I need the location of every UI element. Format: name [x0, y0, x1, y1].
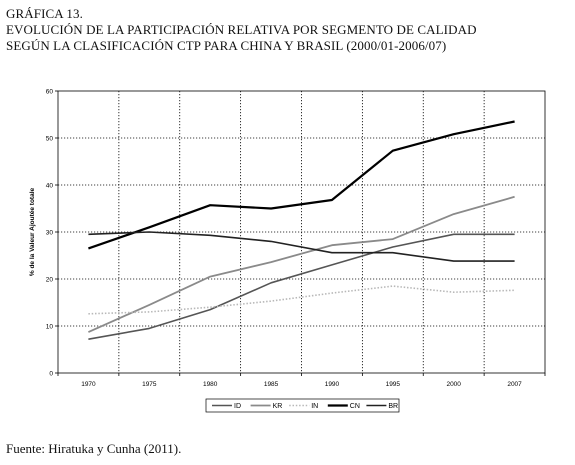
y-tick-label: 50	[46, 135, 54, 142]
y-tick-label: 60	[46, 88, 54, 95]
series-line-cn	[88, 120, 515, 250]
series-line-kr	[88, 195, 515, 333]
y-tick-label: 30	[46, 229, 54, 236]
x-tick-label: 1990	[325, 381, 340, 388]
source-note: Fuente: Hiratuka y Cunha (2011).	[6, 441, 182, 456]
legend-label-id: ID	[234, 403, 241, 410]
series-layer	[88, 120, 515, 340]
chart-heading: GRÁFICA 13. EVOLUCIÓN DE LA PARTICIPACIÓ…	[6, 6, 571, 54]
legend: ID KR IN CN BR	[205, 398, 400, 413]
y-tick-label: 20	[46, 276, 54, 283]
legend-label-in: IN	[311, 403, 318, 410]
series-line-br	[88, 231, 515, 262]
y-tick-label: 10	[46, 323, 54, 330]
series-line-in	[88, 285, 515, 315]
x-tick-label: 1975	[142, 381, 157, 388]
x-tick-label: 2000	[446, 381, 461, 388]
y-axis-title: % de la Valeur Ajoutée totale	[29, 187, 36, 276]
figure-label: GRÁFICA 13.	[6, 6, 83, 21]
x-tick-label: 1985	[264, 381, 279, 388]
grid-layer	[58, 91, 545, 373]
figure-title-line2: SEGÚN LA CLASIFICACIÓN CTP PARA CHINA Y …	[6, 38, 447, 53]
series-line-id	[88, 233, 515, 340]
y-tick-label: 40	[46, 182, 54, 189]
x-tick-label: 1980	[203, 381, 218, 388]
x-tick-label: 2007	[507, 381, 522, 388]
legend-label-kr: KR	[273, 403, 283, 410]
x-tick-label: 1995	[386, 381, 401, 388]
legend-label-br: BR	[388, 403, 398, 410]
y-tick-label: 0	[49, 370, 53, 377]
figure-title-line1: EVOLUCIÓN DE LA PARTICIPACIÓN RELATIVA P…	[6, 22, 477, 37]
legend-label-cn: CN	[350, 403, 360, 410]
axes-layer: 0 10 20 30 40 50 60 1970 1975 1980 1985 1990 1995 200…	[46, 88, 546, 388]
x-tick-label: 1970	[81, 381, 96, 388]
